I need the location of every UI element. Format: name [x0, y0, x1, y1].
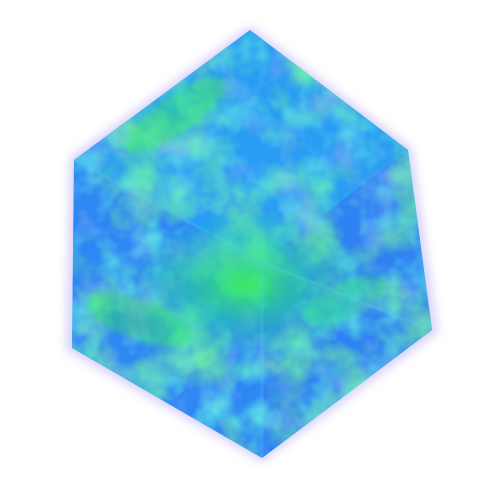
green-streak-top — [124, 77, 226, 153]
cube-edge-front — [73, 158, 432, 332]
green-streak-right — [303, 274, 387, 326]
green-streak-left — [87, 293, 193, 347]
